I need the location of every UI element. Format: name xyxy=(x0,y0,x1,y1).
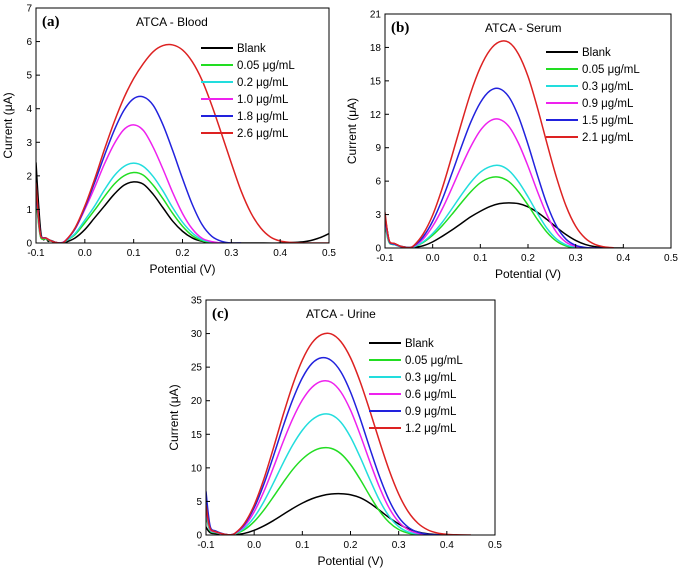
x-tick-label: 0.5 xyxy=(322,248,336,259)
x-tick-label: 0.0 xyxy=(78,248,92,259)
y-axis-label: Current (μA) xyxy=(167,384,181,450)
y-tick-label: 12 xyxy=(370,110,382,121)
legend-entry: 0.9 μg/mL xyxy=(582,98,634,110)
y-tick-label: 10 xyxy=(191,463,203,474)
legend-entry: 2.6 μg/mL xyxy=(237,128,289,140)
series-line-3 xyxy=(36,162,232,243)
legend-entry: 2.1 μg/mL xyxy=(582,132,634,144)
y-tick-label: 21 xyxy=(370,10,382,21)
chart-title: ATCA - Blood xyxy=(136,15,208,29)
legend-entry: Blank xyxy=(582,47,611,59)
series-line-3 xyxy=(385,164,586,248)
y-axis-label: Current (μA) xyxy=(1,92,15,158)
y-tick-label: 7 xyxy=(26,4,32,15)
legend-entry: 0.2 μg/mL xyxy=(237,77,289,89)
legend-entry: 0.3 μg/mL xyxy=(405,372,457,384)
plot-frame xyxy=(384,13,672,249)
y-tick-label: 4 xyxy=(26,104,32,115)
x-tick-label: 0.5 xyxy=(664,253,678,264)
y-tick-label: 0 xyxy=(26,239,32,250)
y-tick-label: 0 xyxy=(375,244,381,255)
chart-title: ATCA - Urine xyxy=(306,307,376,321)
series-line-2 xyxy=(36,171,232,243)
chart-title: ATCA - Serum xyxy=(485,21,561,35)
x-tick-label: 0.4 xyxy=(273,248,287,259)
legend-entry: 1.2 μg/mL xyxy=(405,423,457,435)
y-tick-label: 20 xyxy=(191,396,203,407)
y-tick-label: 3 xyxy=(26,138,32,149)
series-line-5 xyxy=(385,87,605,248)
legend-entry: 0.05 μg/mL xyxy=(237,60,295,72)
legend-entry: 1.8 μg/mL xyxy=(237,111,289,123)
series-line-5 xyxy=(206,356,447,535)
series-line-2 xyxy=(385,176,576,248)
x-tick-label: 0.3 xyxy=(224,248,238,259)
x-tick-label: -0.1 xyxy=(27,248,45,259)
y-tick-label: 15 xyxy=(191,430,203,441)
x-tick-label: 0.1 xyxy=(127,248,141,259)
x-tick-label: 0.4 xyxy=(440,540,454,551)
x-tick-label: 0.4 xyxy=(616,253,630,264)
y-tick-label: 1 xyxy=(26,205,32,216)
legend-entry: 1.0 μg/mL xyxy=(237,94,289,106)
y-tick-label: 0 xyxy=(196,531,202,542)
x-tick-label: 0.3 xyxy=(569,253,583,264)
y-tick-label: 25 xyxy=(191,363,203,374)
x-tick-label: 0.2 xyxy=(176,248,190,259)
legend-entry: Blank xyxy=(237,43,266,55)
chart-panel-1: -0.1 0.0 0.1 0.2 0.3 0.4 0.5 0 1 2 3 4 5 6 7 Potential … xyxy=(1,4,336,277)
x-axis-label: Potential (V) xyxy=(495,267,561,281)
y-tick-label: 2 xyxy=(26,171,32,182)
y-tick-label: 6 xyxy=(375,177,381,188)
panel-label: (a) xyxy=(42,14,60,30)
y-tick-label: 3 xyxy=(375,210,381,221)
panel-label: (b) xyxy=(391,20,409,36)
x-tick-label: 0.0 xyxy=(247,540,261,551)
y-tick-label: 5 xyxy=(26,71,32,82)
legend-entry: 0.05 μg/mL xyxy=(405,355,463,367)
y-tick-label: 18 xyxy=(370,43,382,54)
legend-entry: 0.05 μg/mL xyxy=(582,64,640,76)
y-tick-label: 30 xyxy=(191,329,203,340)
x-tick-label: 0.2 xyxy=(521,253,535,264)
x-tick-label: 0.5 xyxy=(488,540,502,551)
series-line-5 xyxy=(36,95,242,243)
x-tick-label: -0.1 xyxy=(376,253,394,264)
y-axis-label: Current (μA) xyxy=(345,98,359,164)
x-tick-label: 0.3 xyxy=(392,540,406,551)
chart-panel-2: -0.1 0.0 0.1 0.2 0.3 0.4 0.5 0 3 6 9 12 15 18 21 Potent… xyxy=(345,10,678,282)
series-line-4 xyxy=(385,118,595,248)
y-tick-label: 6 xyxy=(26,37,32,48)
series-line-6 xyxy=(385,40,614,248)
x-tick-label: 0.1 xyxy=(295,540,309,551)
x-axis-label: Potential (V) xyxy=(149,262,215,276)
x-tick-label: 0.1 xyxy=(473,253,487,264)
legend-entry: 0.6 μg/mL xyxy=(405,389,457,401)
y-tick-label: 9 xyxy=(375,143,381,154)
legend-entry: 0.9 μg/mL xyxy=(405,406,457,418)
series-line-4 xyxy=(206,379,438,535)
chart-panel-3: -0.1 0.0 0.1 0.2 0.3 0.4 0.5 0 5 10 15 20 25 30 35 Pote… xyxy=(167,296,502,569)
x-axis-label: Potential (V) xyxy=(317,554,383,568)
panel-label: (c) xyxy=(212,306,229,322)
x-tick-label: 0.0 xyxy=(426,253,440,264)
legend-entry: 0.3 μg/mL xyxy=(582,81,634,93)
legend-entry: 1.5 μg/mL xyxy=(582,115,634,127)
legend-entry: Blank xyxy=(405,338,434,350)
plot-frame xyxy=(35,7,330,244)
y-tick-label: 15 xyxy=(370,76,382,87)
series-line-1 xyxy=(36,162,329,243)
y-tick-label: 5 xyxy=(196,497,202,508)
series-line-6 xyxy=(206,332,471,535)
x-tick-label: 0.2 xyxy=(344,540,358,551)
y-tick-label: 35 xyxy=(191,296,203,307)
x-tick-label: -0.1 xyxy=(197,540,215,551)
